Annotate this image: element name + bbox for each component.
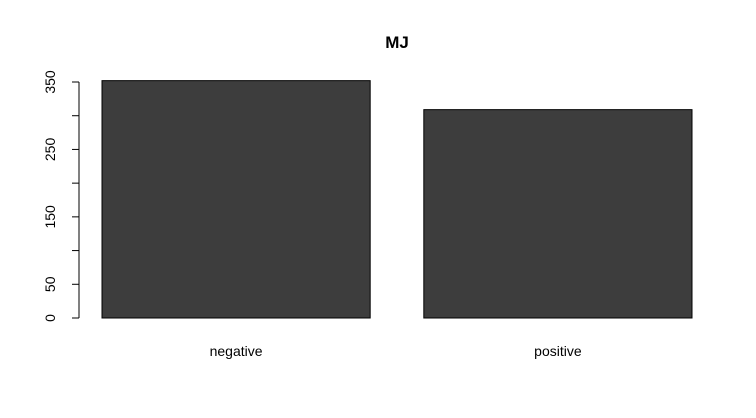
y-tick-label: 150 — [42, 205, 58, 229]
bars — [101, 80, 693, 319]
bar-negative — [101, 80, 371, 319]
y-tick-label: 0 — [42, 314, 58, 322]
x-tick-label-negative: negative — [210, 343, 263, 359]
x-tick-label-positive: positive — [534, 343, 582, 359]
y-tick-label: 50 — [42, 276, 58, 292]
y-tick-label: 250 — [42, 138, 58, 162]
bar-positive — [423, 109, 693, 319]
x-axis-labels: negative positive — [210, 343, 582, 359]
y-axis: 0 50 150 250 350 — [42, 70, 80, 322]
chart-title: MJ — [385, 33, 409, 52]
y-tick-label: 350 — [42, 70, 58, 94]
